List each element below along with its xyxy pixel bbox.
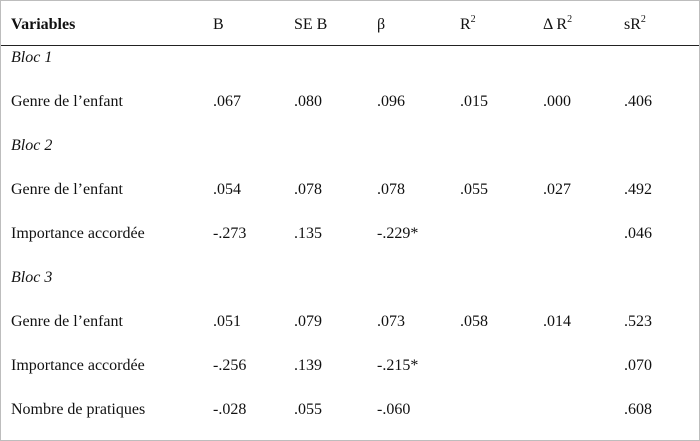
block-title: Bloc 1 [11,49,53,66]
block-title: Bloc 2 [11,137,53,154]
table-cell: .135 [294,225,322,242]
header-text: B [213,16,224,33]
table-cell: .608 [624,401,652,418]
header-text: sR [624,16,641,33]
table-cell: .015 [460,93,488,110]
header-text: β [377,16,386,33]
table-cell: .027 [543,181,571,198]
row-label: Genre de l’enfant [11,181,123,198]
row-label: Genre de l’enfant [11,313,123,330]
table-cell: .014 [543,313,571,330]
table-cell: -.215* [377,357,419,374]
header-cell: β [377,15,385,35]
table-cell: -.060 [377,401,411,418]
header-sup: 2 [470,14,476,25]
table-cell: .078 [377,181,405,198]
table-cell: -.256 [213,357,247,374]
header-cell: SE B [294,15,327,35]
header-sup: 2 [640,14,646,25]
header-cell: B [213,15,224,35]
table-cell: .079 [294,313,322,330]
row-label: Importance accordée [11,225,145,242]
table-cell: .067 [213,93,241,110]
table-cell: .096 [377,93,405,110]
block-title: Bloc 3 [11,269,53,286]
table-cell: .054 [213,181,241,198]
header-sup: 2 [567,14,573,25]
header-text: R [460,16,471,33]
table-cell: .046 [624,225,652,242]
table-cell: .055 [294,401,322,418]
table-cell: -.028 [213,401,247,418]
row-label: Genre de l’enfant [11,93,123,110]
header-cell: sR2 [624,15,646,35]
table-cell: .406 [624,93,652,110]
table-cell: .492 [624,181,652,198]
header-text: Variables [11,16,76,33]
table-cell: .523 [624,313,652,330]
table-cell: -.229* [377,225,419,242]
table-cell: .051 [213,313,241,330]
table-cell: .078 [294,181,322,198]
table-cell: .055 [460,181,488,198]
header-cell: Δ R2 [543,15,572,35]
table-cell: .139 [294,357,322,374]
table-cell: -.273 [213,225,247,242]
row-label: Nombre de pratiques [11,401,146,418]
header-cell: Variables [11,15,75,35]
table-cell: .080 [294,93,322,110]
header-text: SE B [294,16,328,33]
header-rule [1,45,699,46]
table-cell: .070 [624,357,652,374]
header-cell: R2 [460,15,476,35]
table-cell: .058 [460,313,488,330]
header-text: Δ R [543,16,568,33]
table-cell: .073 [377,313,405,330]
row-label: Importance accordée [11,357,145,374]
table-cell: .000 [543,93,571,110]
